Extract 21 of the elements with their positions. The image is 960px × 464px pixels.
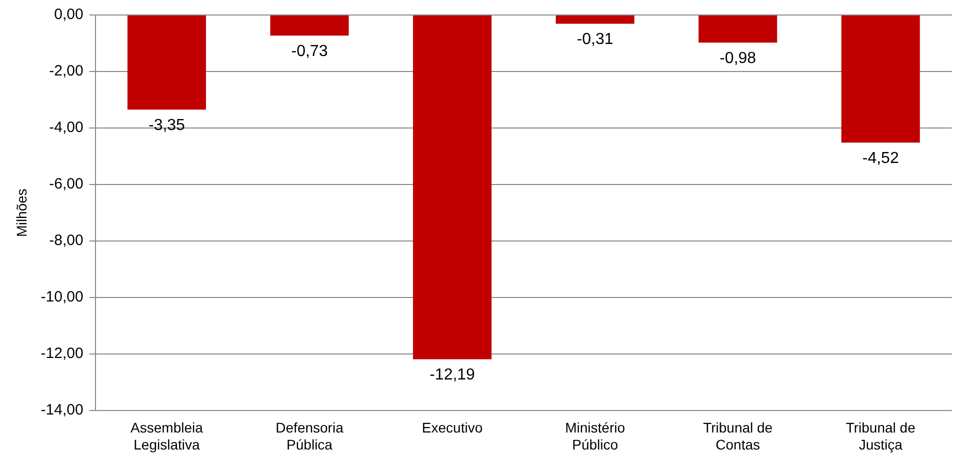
x-tick-label: Tribunal de Justiça [846, 420, 916, 452]
y-axis-title: Milhões [13, 188, 30, 237]
x-tick-label: Ministério Público [565, 420, 626, 452]
x-tick-label: Assembleia Legislativa [130, 420, 204, 452]
y-tick-label: -12,00 [40, 345, 84, 362]
y-tick-label: -2,00 [49, 62, 84, 80]
y-tick-label: -14,00 [40, 402, 84, 419]
data-label: -0,31 [576, 31, 614, 48]
y-tick-label: 0,00 [54, 6, 84, 24]
data-label: -12,19 [430, 366, 476, 384]
data-label: -0,98 [720, 50, 756, 68]
x-tick-label: Executivo [422, 420, 483, 436]
y-tick-label: -4,00 [49, 119, 84, 136]
x-tick-label: Defensoria Pública [276, 420, 344, 452]
x-tick-label: Tribunal de Contas [703, 420, 773, 452]
data-label: -0,73 [291, 43, 328, 60]
data-label: -3,35 [148, 117, 186, 134]
data-label: -4,52 [862, 150, 899, 168]
y-tick-label: -6,00 [49, 176, 84, 193]
y-tick-label: -10,00 [40, 288, 84, 306]
y-tick-label: -8,00 [49, 232, 84, 250]
